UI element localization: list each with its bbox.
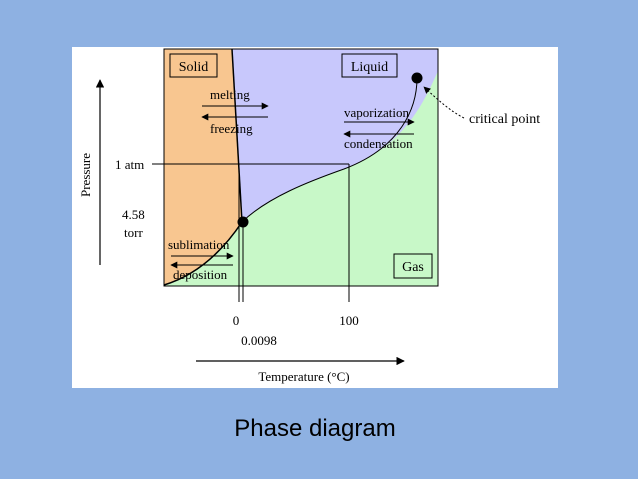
critical-point-pointer (423, 86, 465, 119)
hundred-degree-tick: 100 (339, 313, 359, 328)
gas-label-box (393, 253, 433, 279)
solid-region (164, 49, 242, 285)
triple-pressure-tick: 4.58 (122, 207, 145, 222)
diagram-card: Solid Liquid Gas melting freezing vapori… (72, 47, 558, 388)
one-atm-tick: 1 atm (115, 157, 144, 172)
pressure-axis-label: Pressure (78, 153, 93, 197)
melting-curve (231, 48, 243, 223)
vaporization-label: vaporization (344, 105, 409, 120)
liquid-label-box (341, 53, 398, 78)
triple-temp-tick: 0.0098 (241, 333, 277, 348)
liquid-region (232, 49, 438, 222)
temperature-axis-label: Temperature (°C) (258, 369, 349, 384)
slide-caption: Phase diagram (234, 415, 396, 442)
freezing-label: freezing (210, 121, 253, 136)
gas-label: Gas (402, 260, 424, 275)
vaporization-curve (241, 77, 418, 223)
zero-degree-tick: 0 (233, 313, 240, 328)
melting-label: melting (210, 87, 250, 102)
solid-label-box (169, 53, 218, 78)
deposition-label: deposition (173, 267, 228, 282)
condensation-label: condensation (344, 136, 413, 151)
triple-pressure-unit: torr (124, 225, 143, 240)
sublimation-label: sublimation (168, 237, 230, 252)
plot-frame (163, 48, 439, 287)
liquid-label: Liquid (351, 60, 388, 75)
critical-point-label: critical point (469, 112, 540, 127)
triple-point-marker (237, 216, 249, 228)
solid-label: Solid (179, 60, 209, 75)
phase-diagram: Solid Liquid Gas melting freezing vapori… (78, 48, 540, 384)
sublimation-curve (163, 221, 243, 286)
critical-point-marker (411, 72, 423, 84)
